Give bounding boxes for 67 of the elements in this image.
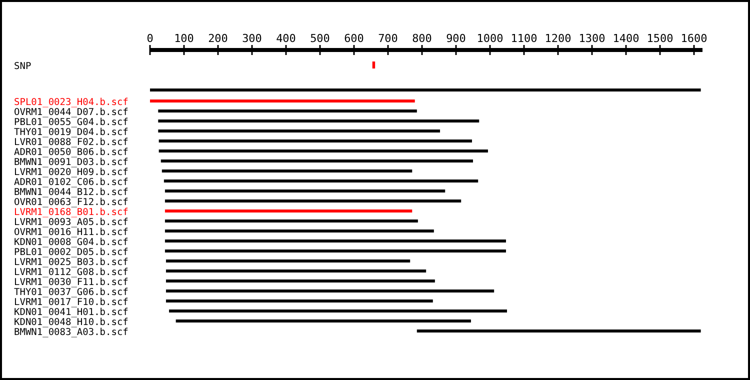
x-tick-label: 1000 [476,32,504,45]
y-tick-label: THY01_0019_D04.b.scf [14,127,128,138]
bar [158,110,417,112]
bar [169,310,507,312]
y-tick-label: PBL01_0055_G04.b.scf [14,117,128,128]
x-tick-label: 900 [446,32,466,45]
bar [416,330,701,332]
bar [158,120,480,122]
y-tick-label: LVRM1_0030_F11.b.scf [14,277,128,288]
x-tick-label: 1300 [578,32,606,45]
bar [164,240,506,242]
x-tick-label: 1200 [544,32,572,45]
y-tick-label: BMWN1_0044_B12.b.scf [14,187,128,198]
x-tick-label: 700 [378,32,398,45]
x-tick-label: 600 [344,32,364,45]
y-tick-label: THY01_0037_G06.b.scf [14,287,128,298]
bar [158,130,440,132]
y-tick-label: KDN01_0041_H01.b.scf [14,307,128,318]
x-tick-label: 1600 [680,32,708,45]
x-tick-label: 500 [310,32,330,45]
bar [158,150,488,152]
y-tick-label: LVRM1_0112_G08.b.scf [14,267,128,278]
y-tick-label: LVRM1_0168_B01.b.scf [14,207,128,218]
bar [150,100,415,102]
y-tick-label: OVR01_0063_F12.b.scf [14,197,128,208]
y-tick-label: KDN01_0008_G04.b.scf [14,237,128,248]
x-tick-label: 1400 [612,32,640,45]
x-tick-label: 100 [174,32,194,45]
y-tick-label: KDN01_0048_H10.b.scf [14,317,128,328]
y-tick-label: LVRM1_0020_H09.b.scf [14,167,128,178]
bar [166,260,410,262]
bar [166,300,433,302]
y-tick-label: ADR01_0102_C06.b.scf [14,177,128,188]
y-tick-label: PBL01_0002_D05.b.scf [14,247,128,258]
bar [176,320,471,322]
y-tick-label: SNP [14,61,32,72]
y-tick-label: LVRM1_0093_A05.b.scf [14,217,128,228]
y-tick-label: OVRM1_0016_H11.b.scf [14,227,128,238]
bar [164,250,506,252]
bar [160,160,473,162]
y-tick-label: OVRM1_0044_D07.b.scf [14,107,128,118]
y-tick-label: BMWN1_0083_A03.b.scf [14,327,128,338]
bar [162,170,412,172]
bar [164,190,446,192]
x-tick-label: 400 [276,32,296,45]
bar [164,180,478,182]
y-tick-label: ADR01_0050_B06.b.scf [14,147,128,158]
y-tick-label: LVRM1_0025_B03.b.scf [14,257,128,268]
bar [164,230,434,232]
y-tick-label: BMWN1_0091_D03.b.scf [14,157,128,168]
x-tick-label: 1500 [646,32,674,45]
bar [166,290,494,292]
y-tick-label: SPL01_0023_H04.b.scf [14,97,128,108]
y-tick-label: LVRM1_0017_F10.b.scf [14,297,128,308]
bar [164,200,462,202]
x-tick-label: 0 [146,32,154,45]
x-tick-label: 800 [412,32,432,45]
x-tick-label: 1100 [510,32,538,45]
x-tick-label: 300 [242,32,262,45]
bar [164,220,418,222]
bar [158,140,472,142]
bar [166,280,435,282]
bar [166,270,426,272]
bar [164,210,412,212]
y-tick-label: LVR01_0088_F02.b.scf [14,137,128,148]
bar [150,88,701,92]
x-tick-label: 200 [208,32,228,45]
